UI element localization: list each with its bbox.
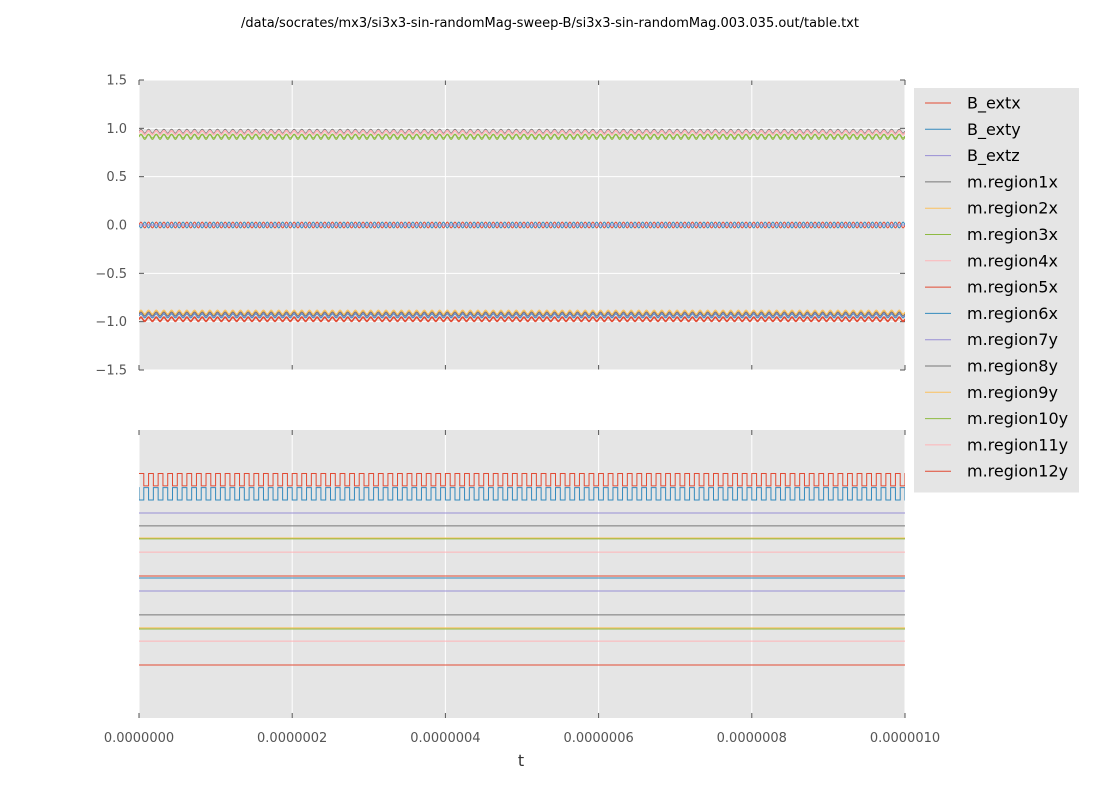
bottom-series-group [139, 472, 905, 666]
series-line-m-region11y [139, 129, 905, 135]
legend-label-m-region4x: m.region4x [967, 251, 1058, 270]
y-tick-label: 1.5 [106, 74, 127, 89]
top-plot-panel: 1.5 1.0 0.5 0.0 −0.5 −1.0 −1.5 [95, 74, 906, 379]
legend-label-b-exty: B_exty [967, 120, 1021, 140]
y-tick-label: 0.5 [106, 170, 127, 185]
legend-label-m-region6x: m.region6x [967, 304, 1058, 323]
legend-label-b-extx: B_extx [967, 94, 1021, 114]
legend-label-m-region5x: m.region5x [967, 278, 1058, 297]
series-line-m-region10y [139, 133, 905, 139]
x-axis-label: t [518, 751, 524, 770]
y-tick-label: 1.0 [106, 122, 127, 137]
series-line-m-region12y [139, 317, 905, 323]
legend-label-m-region8y: m.region8y [967, 357, 1058, 376]
legend-label-m-region2x: m.region2x [967, 199, 1058, 218]
top-series-group [139, 128, 905, 323]
series-line-m-region2x [139, 310, 905, 316]
y-tick-label: −1.5 [95, 364, 127, 379]
y-tick-label: −1.0 [95, 315, 127, 330]
x-tick-label: 0.0000006 [563, 731, 633, 746]
series-line-m-region8y [139, 311, 905, 317]
figure-title: /data/socrates/mx3/si3x3-sin-randomMag-s… [241, 16, 859, 31]
y-tick-label: −0.5 [95, 267, 127, 282]
y-tick-label: 0.0 [106, 219, 127, 234]
legend-label-m-region10y: m.region10y [967, 409, 1068, 428]
series-line-m-region7y [139, 312, 905, 318]
series-line-b-exty [139, 487, 905, 501]
x-tick-label: 0.0000000 [104, 731, 174, 746]
series-line-m-region1x [139, 128, 905, 134]
legend-label-m-region7y: m.region7y [967, 330, 1058, 349]
legend-label-m-region12y: m.region12y [967, 462, 1068, 481]
legend-label-m-region3x: m.region3x [967, 225, 1058, 244]
x-tick-label: 0.0000010 [870, 731, 940, 746]
legend-label-b-extz: B_extz [967, 146, 1020, 166]
x-tick-label: 0.0000004 [410, 731, 480, 746]
series-line-m-region6x [139, 313, 905, 319]
x-tick-label: 0.0000002 [257, 731, 327, 746]
series-line-m-region5x [139, 316, 905, 322]
x-tick-label: 0.0000008 [717, 731, 787, 746]
legend: B_extx B_exty B_extz m.region1x m.region2x m.… [914, 88, 1079, 493]
legend-label-m-region1x: m.region1x [967, 172, 1058, 191]
series-line-m-region9y [139, 309, 905, 315]
bottom-plot-panel: 0.0000000 0.0000002 0.0000004 0.0000006 0.00… [104, 430, 940, 746]
series-line-m-region4x [139, 130, 905, 136]
legend-label-m-region11y: m.region11y [967, 435, 1068, 454]
legend-label-m-region9y: m.region9y [967, 383, 1058, 402]
series-line-b-extx [139, 472, 905, 487]
